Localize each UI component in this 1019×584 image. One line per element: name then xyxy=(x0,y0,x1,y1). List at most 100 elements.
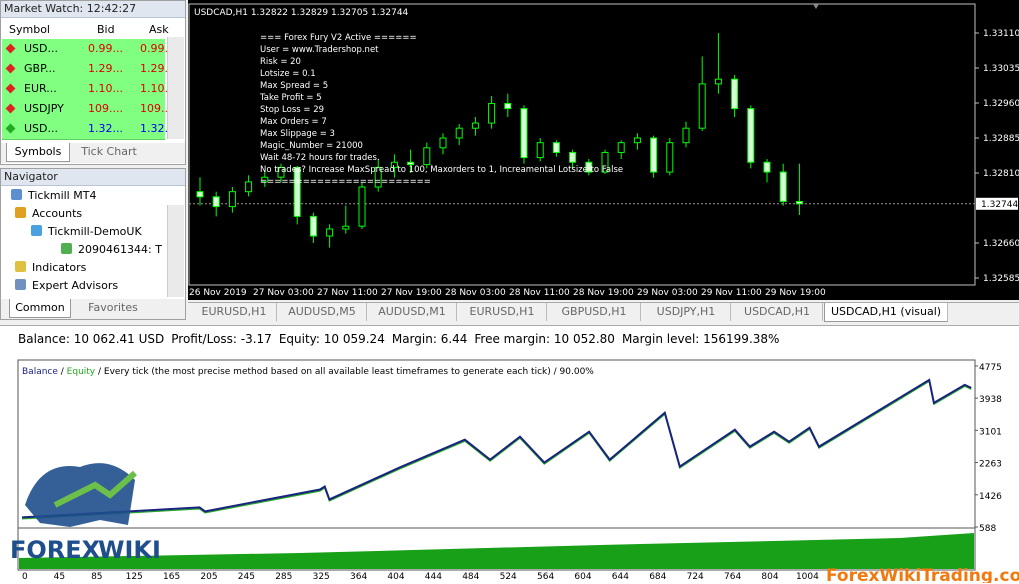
x-tick-label: 0 xyxy=(22,572,28,582)
x-tick-label: 325 xyxy=(313,572,330,582)
price: 1.10... xyxy=(88,82,123,95)
candle-body xyxy=(763,161,771,173)
tree-label: Tickmill MT4 xyxy=(28,189,97,202)
tree-icon xyxy=(61,243,72,254)
symbol-row[interactable]: EUR... 1.10... 1.10... xyxy=(2,79,175,100)
legend-separator: / xyxy=(58,367,67,377)
price: 1.32... xyxy=(88,122,123,135)
x-tick-label: 484 xyxy=(462,572,479,582)
symbol-row[interactable]: USDJPY 109.... 109.... xyxy=(2,99,175,120)
tree-item[interactable]: Tickmill MT4 xyxy=(11,187,96,205)
symbol-icon xyxy=(5,103,16,114)
candle-body xyxy=(633,137,641,144)
report-chart: 4775 3938 3101 2263 1426 588 Balance / Equity … xyxy=(10,359,1019,583)
chart-tab[interactable]: EURUSD,H1 xyxy=(458,303,547,321)
price-label: 1.32585 xyxy=(983,274,1019,284)
plot-frame xyxy=(188,3,976,286)
x-tick-label: 364 xyxy=(350,572,367,582)
candle-body xyxy=(552,142,560,153)
candle-body xyxy=(471,122,479,129)
time-label: 29 Nov 03:00 xyxy=(637,288,698,298)
chart-tabs: EURUSD,H1 AUDUSD,M5 AUDUSD,M1 EURUSD,H1 GBPU… xyxy=(188,302,1019,323)
candle-body xyxy=(196,191,204,198)
comment-line: Max Orders = 7 xyxy=(260,117,327,127)
y-tick-label: 2263 xyxy=(979,460,1002,470)
tab[interactable]: Symbols xyxy=(6,143,70,162)
candle-body xyxy=(488,102,496,124)
x-tick-label: 165 xyxy=(163,572,180,582)
comment-line: Magic_Number = 21000 xyxy=(260,141,363,151)
candle-body xyxy=(374,166,382,188)
price-label: 1.32885 xyxy=(983,134,1019,144)
symbol-row[interactable]: GBP... 1.29... 1.29... xyxy=(2,59,175,80)
time-label: 29 Nov 19:00 xyxy=(765,288,826,298)
candle-body xyxy=(731,78,739,110)
time-label: 27 Nov 11:00 xyxy=(317,288,378,298)
chart-tab[interactable]: USDJPY,H1 xyxy=(642,303,731,321)
candle-body xyxy=(698,83,706,129)
candle-body xyxy=(601,151,609,173)
tree-item[interactable]: Tickmill-DemoUK xyxy=(31,223,142,241)
x-tick-label: 444 xyxy=(425,572,442,582)
market-watch: Market Watch: 12:42:27 Symbol Bid Ask USD..… xyxy=(0,0,186,165)
comment-line: Max Slippage = 3 xyxy=(260,129,335,139)
x-tick-label: 285 xyxy=(275,572,292,582)
comment-line: No trades? Increase MaxSpread to 100, Ma… xyxy=(260,165,623,175)
x-tick-label: 245 xyxy=(238,572,255,582)
candle-body xyxy=(358,186,366,227)
price: 109.... xyxy=(140,102,175,115)
tree-label: Indicators xyxy=(32,261,87,274)
chart-tab[interactable]: AUDUSD,M1 xyxy=(368,303,457,321)
chart-tab[interactable]: USDCAD,H1 (visual) xyxy=(824,303,948,322)
tree-item[interactable]: Indicators xyxy=(15,259,86,277)
current-price: 1.32744 xyxy=(981,200,1018,210)
price: 1.29... xyxy=(88,62,123,75)
logo-forex: FOREX xyxy=(10,536,101,564)
tab[interactable]: Favorites xyxy=(88,301,138,314)
chart-tab[interactable]: EURUSD,H1 xyxy=(192,303,277,321)
candle-body xyxy=(585,161,593,173)
legend-balance: Balance xyxy=(22,367,58,377)
candle-body xyxy=(277,166,285,178)
status-line: Balance: 10 062.41 USD Profit/Loss: -3.17… xyxy=(18,332,786,346)
tree-label: Tickmill-DemoUK xyxy=(48,225,142,238)
status-item: Free margin: 10 052.80 xyxy=(474,332,615,346)
chart-background xyxy=(188,0,1019,300)
symbol-row[interactable]: USD... 0.99... 0.99... xyxy=(2,39,175,60)
price: 1.10... xyxy=(140,82,175,95)
symbol-icon xyxy=(5,123,16,134)
chart-tab[interactable]: GBPUSD,H1 xyxy=(548,303,641,321)
x-tick-label: 45 xyxy=(54,572,65,582)
tree-item[interactable]: Accounts xyxy=(15,205,82,223)
status-item: Profit/Loss: -3.17 xyxy=(171,332,272,346)
time-label: 26 Nov 2019 xyxy=(189,288,247,298)
legend-separator: / xyxy=(95,367,104,377)
scroll-marker xyxy=(813,4,819,9)
comment-line: Wait 48-72 hours for trades. xyxy=(260,153,380,163)
x-tick-label: 564 xyxy=(537,572,554,582)
comment-line: Risk = 20 xyxy=(260,57,301,67)
load-bars xyxy=(19,533,974,569)
tree-icon xyxy=(15,207,26,218)
price-label: 1.33035 xyxy=(983,64,1019,74)
tree-item[interactable]: Expert Advisors xyxy=(15,277,118,295)
comment-line: ======================== xyxy=(260,177,431,187)
tab[interactable]: Tick Chart xyxy=(81,145,137,158)
candle-body xyxy=(245,181,253,193)
navigator: Navigator Tickmill MT4 Accounts Tickmill-D… xyxy=(0,168,186,320)
tab[interactable]: Common xyxy=(9,299,71,318)
candle-body xyxy=(455,127,463,139)
status-item: Balance: 10 062.41 USD xyxy=(18,332,165,346)
chart-tab[interactable]: USDCAD,H1 xyxy=(732,303,823,321)
tree-item[interactable]: 2090461344: T xyxy=(61,241,162,259)
logo-wiki: WIKI xyxy=(98,536,161,564)
tree-label: Accounts xyxy=(32,207,83,220)
symbol-row[interactable]: USD... 1.32... 1.32... xyxy=(2,119,175,140)
chart-tab[interactable]: AUDUSD,M5 xyxy=(278,303,367,321)
comment-line: Stop Loss = 29 xyxy=(260,105,324,115)
logo-arrow xyxy=(53,470,137,508)
price-label: 1.33110 xyxy=(983,29,1019,39)
candle-body xyxy=(212,196,220,208)
symbol-icon xyxy=(5,83,16,94)
